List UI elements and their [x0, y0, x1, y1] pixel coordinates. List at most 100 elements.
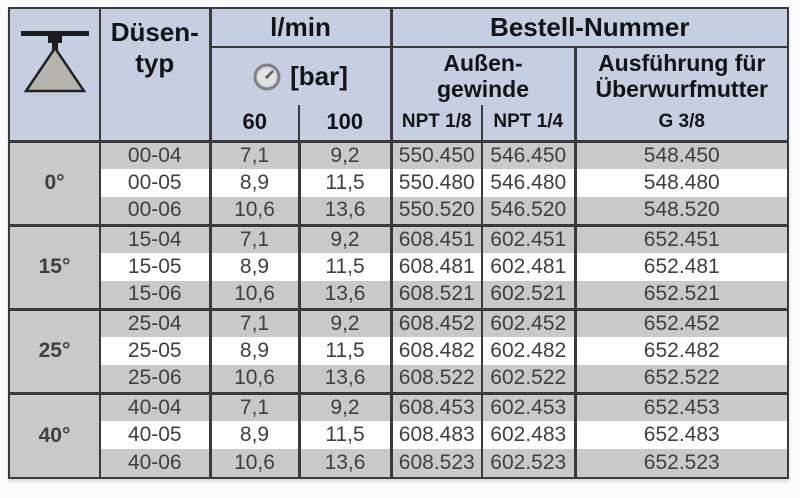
- flow-100-cell: 9,2: [299, 141, 393, 169]
- npt14-cell: 546.480: [482, 169, 577, 197]
- spray-angle-cell: 0°: [10, 141, 101, 227]
- pressure-gauge-icon: [253, 63, 281, 90]
- nozzle-type-cell: 25-05: [100, 337, 212, 365]
- ausfuehrung-line2: Überwurfmutter: [595, 75, 768, 102]
- spray-angle-cell: 40°: [10, 393, 101, 477]
- flow-60-cell: 8,9: [210, 253, 301, 281]
- table-row: 40-05 8,9 11,5 608.483 602.483 652.483: [10, 421, 787, 449]
- npt18-cell: 608.482: [391, 337, 483, 365]
- nozzle-type-cell: 40-05: [100, 421, 212, 449]
- flow-60-cell: 8,9: [210, 421, 301, 449]
- column-header-bestell-nummer: Bestell-Nummer: [391, 9, 787, 48]
- column-header-npt14: NPT 1/4: [482, 105, 577, 143]
- flow-60-cell: 10,6: [210, 449, 301, 477]
- npt18-cell: 608.483: [391, 421, 483, 449]
- flow-100-cell: 9,2: [299, 225, 393, 253]
- g38-cell: 652.483: [575, 421, 787, 449]
- npt14-cell: 602.481: [482, 253, 577, 281]
- nozzle-type-cell: 15-04: [100, 225, 212, 253]
- g38-cell: 652.452: [575, 309, 787, 337]
- nozzle-type-cell: 40-06: [100, 449, 212, 477]
- column-header-aussengewinde: Außen- gewinde: [391, 47, 577, 105]
- nozzle-type-cell: 00-05: [100, 169, 212, 197]
- table-row: 15-06 10,6 13,6 608.521 602.521 652.521: [10, 281, 787, 311]
- table-row: 40° 40-04 7,1 9,2 608.453 602.453 652.45…: [10, 393, 787, 477]
- g38-cell: 652.451: [575, 225, 787, 253]
- g38-cell: 652.481: [575, 253, 787, 281]
- flow-100-cell: 11,5: [299, 169, 393, 197]
- flow-60-cell: 7,1: [210, 309, 301, 337]
- npt18-cell: 608.451: [391, 225, 483, 253]
- npt14-cell: 602.482: [482, 337, 577, 365]
- npt14-cell: 602.483: [482, 421, 577, 449]
- nozzle-type-cell: 25-06: [100, 365, 212, 395]
- flow-60-cell: 10,6: [210, 197, 301, 227]
- header-row-2: [bar] Außen- gewinde Ausführung für Über…: [10, 47, 787, 105]
- g38-cell: 548.450: [575, 141, 787, 169]
- nozzle-type-cell: 00-04: [100, 141, 212, 169]
- table-row: 25° 25-04 7,1 9,2 608.452 602.452 652.45…: [10, 309, 787, 395]
- table-row: 25-05 8,9 11,5 608.482 602.482 652.482: [10, 337, 787, 365]
- g38-cell: 652.453: [575, 393, 787, 421]
- npt14-cell: 602.452: [482, 309, 577, 337]
- flow-100-cell: 13,6: [299, 197, 393, 227]
- npt18-cell: 608.521: [391, 281, 483, 311]
- spray-angle-cell: 15°: [10, 225, 101, 311]
- table-frame: Düsen- typ l/min Bestell-Nummer: [8, 7, 789, 479]
- nozzle-type-cell: 15-05: [100, 253, 212, 281]
- aussengewinde-line2: gewinde: [436, 75, 529, 102]
- flow-60-cell: 7,1: [210, 393, 301, 421]
- npt18-cell: 608.452: [391, 309, 483, 337]
- column-header-duesentyp: Düsen- typ: [100, 9, 212, 143]
- g38-cell: 548.480: [575, 169, 787, 197]
- column-header-60: 60: [210, 105, 300, 143]
- flow-60-cell: 10,6: [210, 281, 301, 311]
- table-row: 00-06 10,6 13,6 550.520 546.520 548.520: [10, 197, 787, 227]
- duesentyp-line2: typ: [135, 48, 175, 78]
- datasheet-table: Düsen- typ l/min Bestell-Nummer: [8, 7, 789, 484]
- nozzle-type-cell: 25-04: [100, 309, 212, 337]
- column-header-g38: G 3/8: [575, 105, 787, 143]
- npt14-cell: 602.453: [482, 393, 577, 421]
- npt18-cell: 608.522: [391, 365, 483, 395]
- header-row-1: Düsen- typ l/min Bestell-Nummer: [10, 9, 787, 143]
- flow-100-cell: 11,5: [299, 253, 393, 281]
- table-row: 15° 15-04 7,1 9,2 608.451 602.451 652.45…: [10, 225, 787, 311]
- flow-100-cell: 13,6: [299, 365, 393, 395]
- column-header-lmin: l/min: [210, 9, 393, 48]
- npt14-cell: 602.523: [482, 449, 577, 477]
- flow-60-cell: 8,9: [210, 169, 301, 197]
- flow-100-cell: 9,2: [299, 393, 393, 421]
- flow-60-cell: 10,6: [210, 365, 301, 395]
- npt14-cell: 602.451: [482, 225, 577, 253]
- flow-100-cell: 11,5: [299, 337, 393, 365]
- table-row: 40-06 10,6 13,6 608.523 602.523 652.523: [10, 449, 787, 477]
- npt14-cell: 546.520: [482, 197, 577, 227]
- flow-100-cell: 9,2: [299, 309, 393, 337]
- npt18-cell: 608.453: [391, 393, 483, 421]
- duesentyp-line1: Düsen-: [110, 17, 199, 47]
- g38-cell: 652.521: [575, 281, 787, 311]
- npt14-cell: 546.450: [482, 141, 577, 169]
- aussengewinde-line1: Außen-: [443, 50, 523, 77]
- pressure-unit-label: [bar]: [290, 61, 348, 91]
- npt18-cell: 608.523: [391, 449, 483, 477]
- flow-60-cell: 7,1: [210, 225, 301, 253]
- ausfuehrung-line1: Ausführung für: [598, 50, 766, 77]
- flow-60-cell: 8,9: [210, 337, 301, 365]
- nozzle-type-cell: 40-04: [100, 393, 212, 421]
- nozzle-type-cell: 00-06: [100, 197, 212, 227]
- npt18-cell: 550.520: [391, 197, 483, 227]
- g38-cell: 652.523: [575, 449, 787, 477]
- table-row: 00-05 8,9 11,5 550.480 546.480 548.480: [10, 169, 787, 197]
- column-header-npt18: NPT 1/8: [391, 105, 483, 143]
- flow-100-cell: 13,6: [299, 449, 393, 477]
- g38-cell: 652.482: [575, 337, 787, 365]
- flow-60-cell: 7,1: [210, 141, 301, 169]
- column-header-100: 100: [299, 105, 393, 143]
- npt14-cell: 602.521: [482, 281, 577, 311]
- table-row: 15-05 8,9 11,5 608.481 602.481 652.481: [10, 253, 787, 281]
- flow-100-cell: 11,5: [299, 421, 393, 449]
- npt18-cell: 550.450: [391, 141, 483, 169]
- table-row: 25-06 10,6 13,6 608.522 602.522 652.522: [10, 365, 787, 395]
